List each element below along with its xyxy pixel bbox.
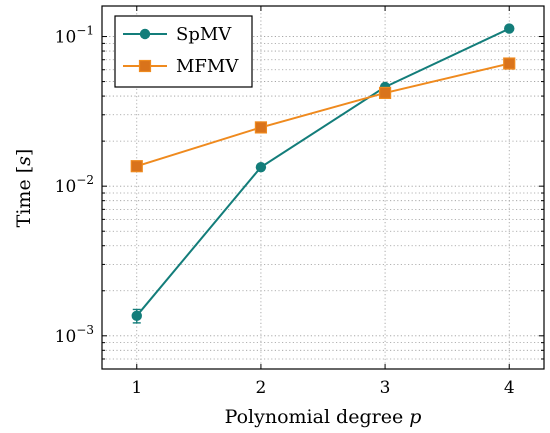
data-point-spmv <box>255 161 267 173</box>
x-axis-label-text: Polynomial degree <box>225 406 404 428</box>
y-tick-label-base: 10 <box>55 28 77 48</box>
y-tick-label-base: 10 <box>55 177 77 197</box>
grid-lines <box>102 6 544 370</box>
y-tick-label: 10−1 <box>55 24 94 48</box>
y-axis-label-text: Time [ <box>13 166 35 227</box>
legend-box <box>114 15 253 88</box>
series-line-mfmv <box>136 62 510 168</box>
legend-label-spmv: SpMV <box>176 24 232 45</box>
data-point-mfmv <box>130 160 143 173</box>
data-point-mfmv <box>378 86 392 100</box>
x-axis-label-var: p <box>409 406 421 428</box>
y-tick-label-exponent: −3 <box>76 323 94 337</box>
data-point-mfmv <box>503 57 516 70</box>
data-point-spmv <box>131 310 142 322</box>
x-tick-label: 2 <box>256 378 267 398</box>
legend-label-mfmv: MFMV <box>176 56 239 77</box>
x-axis-label: Polynomial degree p <box>225 406 422 428</box>
axis-ticks: 1 2 3 410−310−210−1 <box>55 6 544 398</box>
y-tick-label: 10−3 <box>55 323 94 347</box>
legend-marker-spmv <box>139 28 151 40</box>
y-axis-label-var: s <box>13 156 35 166</box>
y-tick-label: 10−2 <box>55 173 94 197</box>
y-axis-label-close: ] <box>13 149 35 156</box>
legend: SpMV MFMV <box>114 15 253 88</box>
data-point-spmv <box>504 23 515 34</box>
x-tick-label: 4 <box>504 378 515 398</box>
legend-marker-mfmv <box>138 59 152 73</box>
x-tick-label: 1 <box>131 378 142 398</box>
series-layer <box>130 23 516 324</box>
series-line-spmv <box>135 27 510 317</box>
plot-frame <box>101 5 545 370</box>
data-point-mfmv <box>254 121 268 134</box>
x-tick-label: 3 <box>380 378 391 398</box>
y-tick-label-base: 10 <box>55 327 77 347</box>
y-axis-label: Time [s] <box>13 149 35 228</box>
y-tick-label-exponent: −2 <box>76 173 94 187</box>
y-tick-label-exponent: −1 <box>76 24 94 38</box>
